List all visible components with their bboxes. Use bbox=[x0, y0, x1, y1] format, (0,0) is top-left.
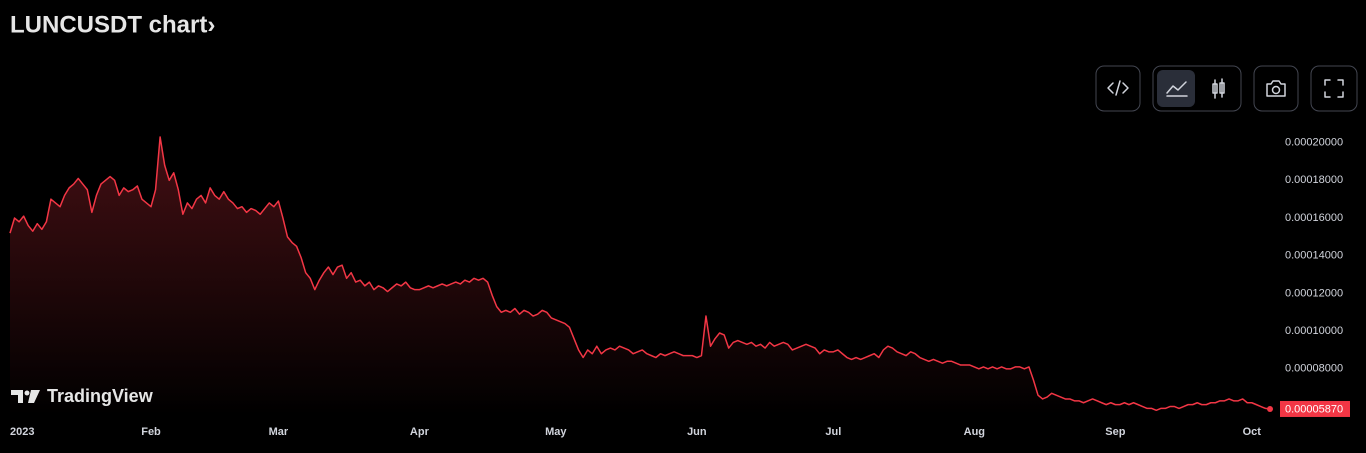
logo-dot bbox=[24, 390, 30, 396]
x-tick-label: Apr bbox=[410, 426, 430, 438]
plot-area: 0.00008000 0.00010000 0.00012000 0.00014000… bbox=[9, 136, 1350, 438]
candle-icon bbox=[1212, 78, 1225, 99]
area-fill bbox=[10, 136, 1270, 415]
last-price-dot bbox=[1267, 405, 1273, 412]
camera-icon bbox=[1266, 80, 1286, 97]
camera-lens bbox=[1271, 85, 1281, 95]
fullscreen-icon bbox=[1324, 79, 1344, 98]
x-tick-label: Mar bbox=[269, 426, 289, 438]
line-icon bbox=[1166, 81, 1188, 97]
y-tick-label: 0.00014000 bbox=[1285, 250, 1343, 262]
fullscreen-button[interactable] bbox=[1310, 65, 1358, 112]
y-tick-label: 0.00016000 bbox=[1285, 212, 1343, 224]
price-line bbox=[9, 136, 1271, 412]
candle-button[interactable] bbox=[1199, 70, 1237, 107]
y-tick-label: 0.00020000 bbox=[1285, 137, 1343, 149]
x-tick-label: Jun bbox=[687, 426, 707, 438]
snapshot-button[interactable] bbox=[1253, 65, 1299, 112]
brand-logo: TradingView bbox=[11, 386, 154, 406]
x-tick-label: May bbox=[545, 426, 567, 438]
last-price-box bbox=[1280, 400, 1350, 417]
x-tick-label: 2023 bbox=[10, 426, 34, 438]
x-tick-label: Feb bbox=[141, 426, 161, 438]
logo-mark bbox=[11, 390, 23, 403]
brand-text: TradingView bbox=[47, 386, 154, 406]
chart-title[interactable]: LUNCUSDT chart› bbox=[10, 11, 215, 38]
x-tick-label: Jul bbox=[825, 426, 841, 438]
y-tick-label: 0.00008000 bbox=[1285, 363, 1343, 375]
toolbar bbox=[1095, 65, 1358, 112]
y-tick-label: 0.00018000 bbox=[1285, 174, 1343, 186]
x-tick-label: Sep bbox=[1105, 426, 1125, 438]
last-price-label: 0.00005870 bbox=[1285, 403, 1343, 415]
logo-mark bbox=[28, 390, 40, 403]
x-tick-label: Aug bbox=[964, 426, 985, 438]
y-tick-label: 0.00010000 bbox=[1285, 325, 1343, 337]
x-tick-label: Oct bbox=[1243, 426, 1262, 438]
embed-icon bbox=[1107, 80, 1129, 96]
y-tick-label: 0.00012000 bbox=[1285, 287, 1343, 299]
